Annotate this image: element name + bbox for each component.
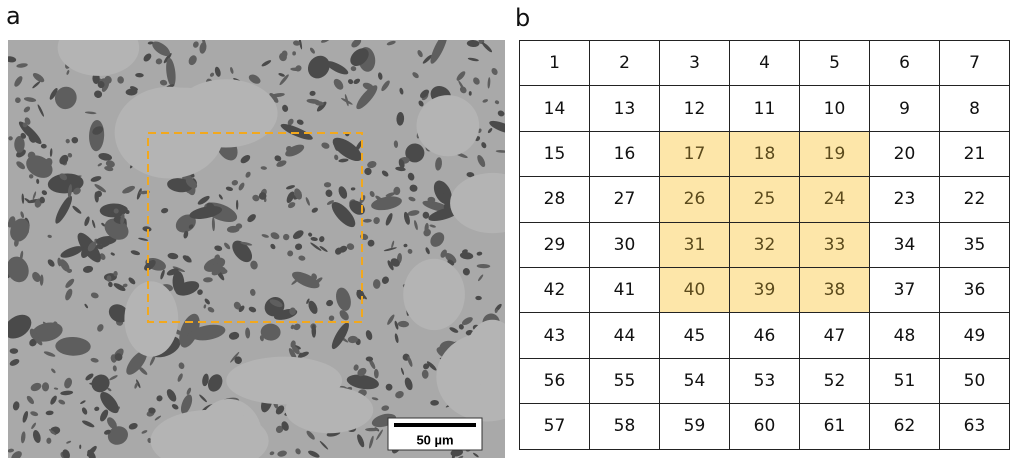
grid-cell: 1 bbox=[520, 41, 590, 86]
grid-cell: 32 bbox=[730, 222, 800, 267]
grid-cell: 9 bbox=[870, 86, 940, 131]
grid-cell: 28 bbox=[520, 177, 590, 222]
grid-cell: 25 bbox=[730, 177, 800, 222]
grid-cell: 60 bbox=[730, 404, 800, 449]
grid-cell: 29 bbox=[520, 222, 590, 267]
grid-cell: 6 bbox=[870, 41, 940, 86]
grid-cell: 14 bbox=[520, 86, 590, 131]
grid-cell: 33 bbox=[800, 222, 870, 267]
grid-cell: 38 bbox=[800, 267, 870, 312]
grid-cell: 30 bbox=[590, 222, 660, 267]
matrix-grain bbox=[403, 259, 465, 330]
grid-cell: 27 bbox=[590, 177, 660, 222]
grid-cell: 43 bbox=[520, 313, 590, 358]
grid-cell: 12 bbox=[660, 86, 730, 131]
grid-cell: 41 bbox=[590, 267, 660, 312]
grid-row: 43444546474849 bbox=[520, 313, 1010, 358]
matrix-grain bbox=[124, 281, 178, 356]
grid-cell: 51 bbox=[870, 358, 940, 403]
grid-cell: 59 bbox=[660, 404, 730, 449]
panel-label: a bbox=[6, 2, 21, 30]
grid-cell: 56 bbox=[520, 358, 590, 403]
grid-cell: 44 bbox=[590, 313, 660, 358]
grid-cell: 45 bbox=[660, 313, 730, 358]
grid-cell: 35 bbox=[940, 222, 1010, 267]
grid-row: 28272625242322 bbox=[520, 177, 1010, 222]
grid-row: 29303132333435 bbox=[520, 222, 1010, 267]
panel-label: b bbox=[515, 4, 530, 32]
grid-cell: 24 bbox=[800, 177, 870, 222]
grid-cell: 5 bbox=[800, 41, 870, 86]
grid-cell: 26 bbox=[660, 177, 730, 222]
grid-cell: 37 bbox=[870, 267, 940, 312]
grid-cell: 62 bbox=[870, 404, 940, 449]
grid-cell: 63 bbox=[940, 404, 1010, 449]
grid-cell: 17 bbox=[660, 131, 730, 176]
grid-cell: 48 bbox=[870, 313, 940, 358]
grid-cell: 23 bbox=[870, 177, 940, 222]
grid-cell: 13 bbox=[590, 86, 660, 131]
grid-cell: 40 bbox=[660, 267, 730, 312]
grid-cell: 49 bbox=[940, 313, 1010, 358]
grid-row: 15161718192021 bbox=[520, 131, 1010, 176]
scale-bar-label: 50 µm bbox=[416, 432, 453, 447]
grid-cell: 2 bbox=[590, 41, 660, 86]
grid-cell: 47 bbox=[800, 313, 870, 358]
grid-cell: 55 bbox=[590, 358, 660, 403]
grid-cell: 36 bbox=[940, 267, 1010, 312]
grid-cell: 39 bbox=[730, 267, 800, 312]
grid-cell: 20 bbox=[870, 131, 940, 176]
grid-cell: 58 bbox=[590, 404, 660, 449]
page: a b 50 µm 123456714131211109815161718192… bbox=[0, 0, 1016, 460]
grid-cell: 8 bbox=[940, 86, 1010, 131]
grid-cell: 11 bbox=[730, 86, 800, 131]
grid-cell: 61 bbox=[800, 404, 870, 449]
grid-cell: 31 bbox=[660, 222, 730, 267]
grid-cell: 50 bbox=[940, 358, 1010, 403]
matrix-grain bbox=[174, 79, 278, 147]
grid-cell: 10 bbox=[800, 86, 870, 131]
grid-cell: 34 bbox=[870, 222, 940, 267]
matrix-grain bbox=[417, 95, 480, 156]
phase-particle bbox=[10, 348, 19, 354]
grid-cell: 4 bbox=[730, 41, 800, 86]
grid-row: 56555453525150 bbox=[520, 358, 1010, 403]
grid-cell: 46 bbox=[730, 313, 800, 358]
grid-cell: 42 bbox=[520, 267, 590, 312]
grid-table: 1234567141312111098151617181920212827262… bbox=[519, 40, 1010, 450]
grid-cell: 57 bbox=[520, 404, 590, 449]
grid-cell: 21 bbox=[940, 131, 1010, 176]
grid-cell: 19 bbox=[800, 131, 870, 176]
grid-cell: 3 bbox=[660, 41, 730, 86]
grid-cell: 22 bbox=[940, 177, 1010, 222]
grid-cell: 18 bbox=[730, 131, 800, 176]
grid-cell: 15 bbox=[520, 131, 590, 176]
grid-cell: 53 bbox=[730, 358, 800, 403]
grid-cell: 7 bbox=[940, 41, 1010, 86]
grid-cell: 54 bbox=[660, 358, 730, 403]
micrograph: 50 µm bbox=[8, 40, 505, 458]
grid-row: 57585960616263 bbox=[520, 404, 1010, 449]
grid-cell: 52 bbox=[800, 358, 870, 403]
grid-row: 141312111098 bbox=[520, 86, 1010, 131]
phase-particle bbox=[236, 200, 238, 210]
matrix-grain bbox=[285, 387, 373, 433]
grid-cell: 16 bbox=[590, 131, 660, 176]
